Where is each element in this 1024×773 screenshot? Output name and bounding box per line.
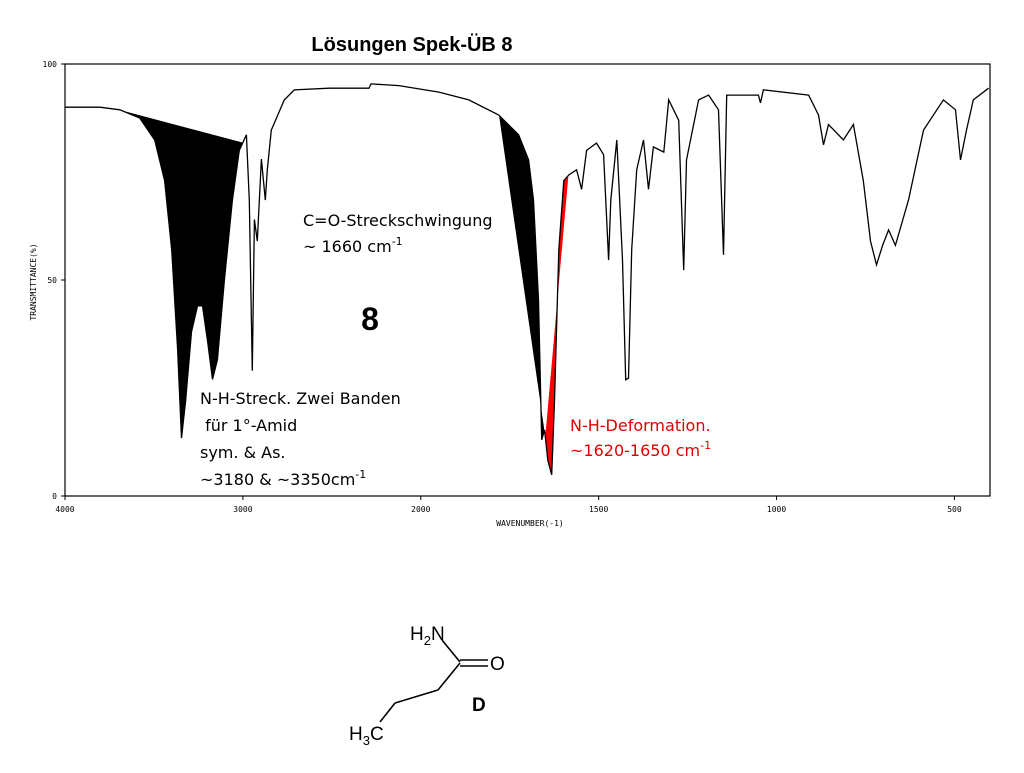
x-tick-label: 2000 <box>411 505 430 514</box>
x-tick-label: 1000 <box>767 505 786 514</box>
y-tick-label: 0 <box>52 492 57 501</box>
superscript: -1 <box>392 235 403 248</box>
oxygen: O <box>490 654 505 675</box>
annotation-text: ~3180 & ~3350cm <box>200 470 355 489</box>
atom: C <box>370 724 384 745</box>
bond <box>379 702 396 723</box>
annotation-text: für 1°-Amid <box>200 416 297 435</box>
shaded-band <box>118 109 243 439</box>
atom: N <box>431 624 445 645</box>
x-tick-label: 1500 <box>589 505 608 514</box>
amine-group: H2N <box>410 624 445 648</box>
annotation-text: N-H-Streck. Zwei Banden <box>200 389 401 408</box>
annotation: ~1620-1650 cm-1 <box>570 439 711 460</box>
y-tick-label: 100 <box>43 60 58 69</box>
annotation: N-H-Streck. Zwei Banden <box>200 389 401 408</box>
x-tick-label: 500 <box>947 505 962 514</box>
methyl-group: H3C <box>349 724 384 748</box>
shaded-band <box>545 175 569 475</box>
shaded-band <box>499 115 546 440</box>
annotation: N-H-Deformation. <box>570 416 711 435</box>
y-tick-label: 50 <box>47 276 57 285</box>
bond <box>441 639 461 663</box>
x-tick-label: 3000 <box>233 505 252 514</box>
annotation-text: C=O-Streckschwingung <box>303 211 493 230</box>
annotation: für 1°-Amid <box>200 416 297 435</box>
spectrum-line <box>65 83 989 475</box>
annotation-text: N-H-Deformation. <box>570 416 711 435</box>
annotation-text: sym. & As. <box>200 443 286 462</box>
x-axis-label: WAVENUMBER(-1) <box>496 519 563 528</box>
bond <box>437 662 461 691</box>
subscript: 2 <box>424 633 431 648</box>
annotation-text: ~1620-1650 cm <box>570 441 700 460</box>
superscript: -1 <box>700 439 711 452</box>
molecule <box>379 639 488 723</box>
x-tick-label: 4000 <box>55 505 74 514</box>
atom: H <box>410 624 424 645</box>
atom: H <box>349 724 363 745</box>
y-axis-label: TRANSMITTANCE(%) <box>29 243 38 320</box>
bond <box>394 689 439 704</box>
big-label: 8 <box>361 301 379 337</box>
chart-title: Lösungen Spek-ÜB 8 <box>311 33 512 56</box>
annotation: C=O-Streckschwingung <box>303 211 493 230</box>
annotation-text: ~ 1660 cm <box>303 237 392 256</box>
annotation: ~ 1660 cm-1 <box>303 235 403 256</box>
annotation: sym. & As. <box>200 443 286 462</box>
superscript: -1 <box>355 468 366 481</box>
annotation: ~3180 & ~3350cm-1 <box>200 468 366 489</box>
subscript: 3 <box>363 733 370 748</box>
compound-label: D <box>472 695 486 716</box>
